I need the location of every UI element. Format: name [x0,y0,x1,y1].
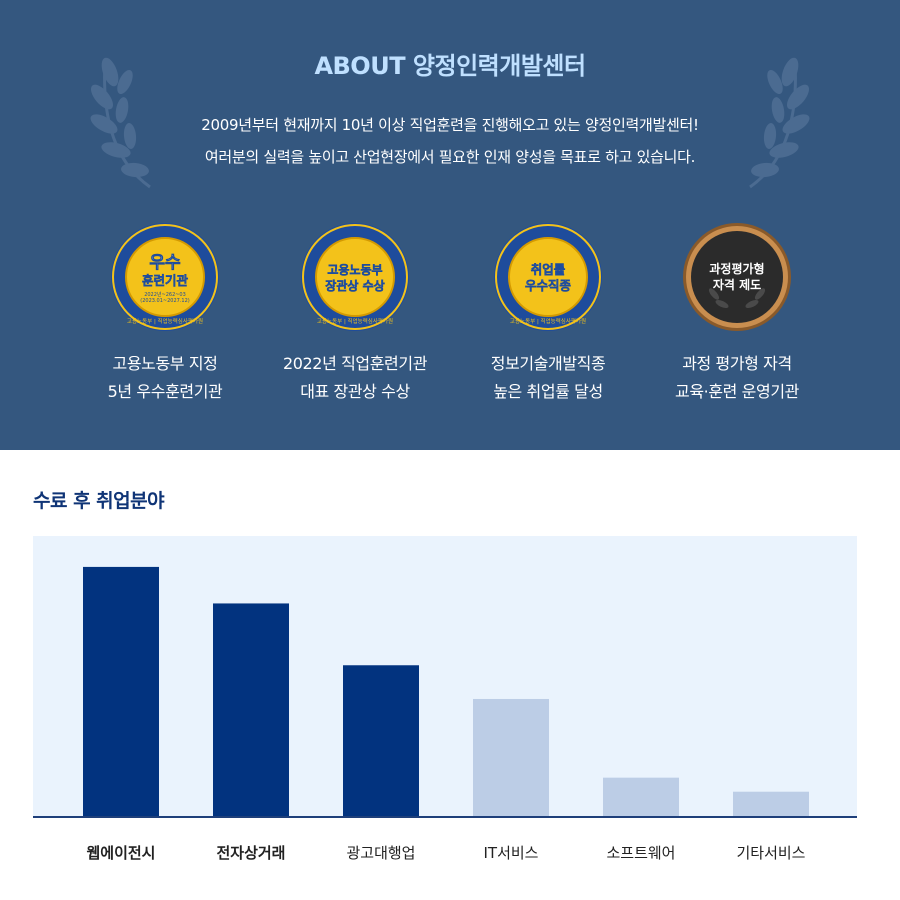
x-tick-label-3: 광고대행업 [346,844,415,862]
laurel-left-icon [90,57,151,189]
plot-area [33,536,857,817]
x-tick-label-2: 전자상거래 [216,844,285,862]
x-tick-label-1: 웹에이전시 [86,844,155,862]
badge-1-medal-line-2: 훈련기관 [142,273,189,288]
badge-1-caption-line-2: 5년 우수훈련기관 [107,382,223,401]
chart-title: 수료 후 취업분야 [33,490,165,512]
badge-4-medal-line-1: 과정평가형 [709,261,764,276]
badge-2-medal-line-1: 고용노동부 [327,262,382,277]
badge-4-caption-line-1: 과정 평가형 자격 [682,354,792,373]
bar-1 [83,566,159,817]
x-tick-label-5: 소프트웨어 [606,844,675,862]
badge-3-medal-line-1: 취업률 [531,262,566,277]
badge-1-medal-small-1: 2022년~262~03 [144,291,186,298]
bar-5 [603,777,679,817]
badge-1-ring-text: 고용노동부 | 직업능력심사평가원 [127,317,203,325]
badge-2-caption-line-1: 2022년 직업훈련기관 [282,354,428,373]
badge-2-ring-text: 고용노동부 | 직업능력심사평가원 [317,317,393,325]
badge-1-medal-line-1: 우수 [149,253,181,273]
about-description-line-2: 여러분의 실력을 높이고 산업현장에서 필요한 인재 양성을 목표로 하고 있습… [204,148,696,166]
badge-1-medal-small-2: (2023.01~2027.12) [140,298,189,304]
bronze-award-medal-icon: 과정평가형 자격 제도 [683,223,791,331]
badge-2-medal-line-2: 장관상 수상 [325,278,384,293]
badge-minister-award: 고용노동부 장관상 수상 고용노동부 | 직업능력심사평가원 2022년 직업훈… [240,222,470,412]
badge-excellent-training: 우수 훈련기관 2022년~262~03 (2023.01~2027.12) 고… [50,222,280,412]
badge-3-caption-line-1: 정보기술개발직종 [490,354,606,373]
badge-1-caption-line-1: 고용노동부 지정 [112,354,218,373]
bars [83,566,809,817]
about-banner: ABOUT 양정인력개발센터 2009년부터 현재까지 10년 이상 직업훈련을… [0,0,900,450]
employment-field-bar-chart: 웹에이전시 전자상거래 광고대행업 IT서비스 소프트웨어 기타서비스 [33,536,857,862]
about-description-line-1: 2009년부터 현재까지 10년 이상 직업훈련을 진행해오고 있는 양정인력개… [201,116,699,134]
badge-3-caption-line-2: 높은 취업률 달성 [493,382,603,401]
gold-award-medal-icon: 우수 훈련기관 2022년~262~03 (2023.01~2027.12) 고… [111,223,219,331]
badge-2-caption-line-2: 대표 장관상 수상 [300,382,410,401]
gold-award-medal-icon: 고용노동부 장관상 수상 고용노동부 | 직업능력심사평가원 [301,223,409,331]
x-tick-label-6: 기타서비스 [736,844,805,862]
badge-4-medal-line-2: 자격 제도 [713,277,761,292]
gold-award-medal-icon: 취업률 우수직종 고용노동부 | 직업능력심사평가원 [494,223,602,331]
about-title: ABOUT 양정인력개발센터 [314,52,586,80]
badge-4-caption-line-2: 교육·훈련 운영기관 [675,382,799,401]
x-tick-label-4: IT서비스 [484,844,539,862]
bar-6 [733,791,809,817]
bar-3 [343,665,419,817]
badge-3-ring-text: 고용노동부 | 직업능력심사평가원 [510,317,586,325]
bar-4 [473,698,549,817]
badge-employment-rate: 취업률 우수직종 고용노동부 | 직업능력심사평가원 정보기술개발직종 높은 취… [433,222,663,412]
badge-course-evaluation: 과정평가형 자격 제도 과정 평가형 자격 교육·훈련 운영기관 [622,222,852,412]
bar-2 [213,603,289,817]
x-axis-labels: 웹에이전시 전자상거래 광고대행업 IT서비스 소프트웨어 기타서비스 [86,844,805,862]
laurel-right-icon [749,57,810,189]
badge-3-medal-line-2: 우수직종 [525,278,572,293]
